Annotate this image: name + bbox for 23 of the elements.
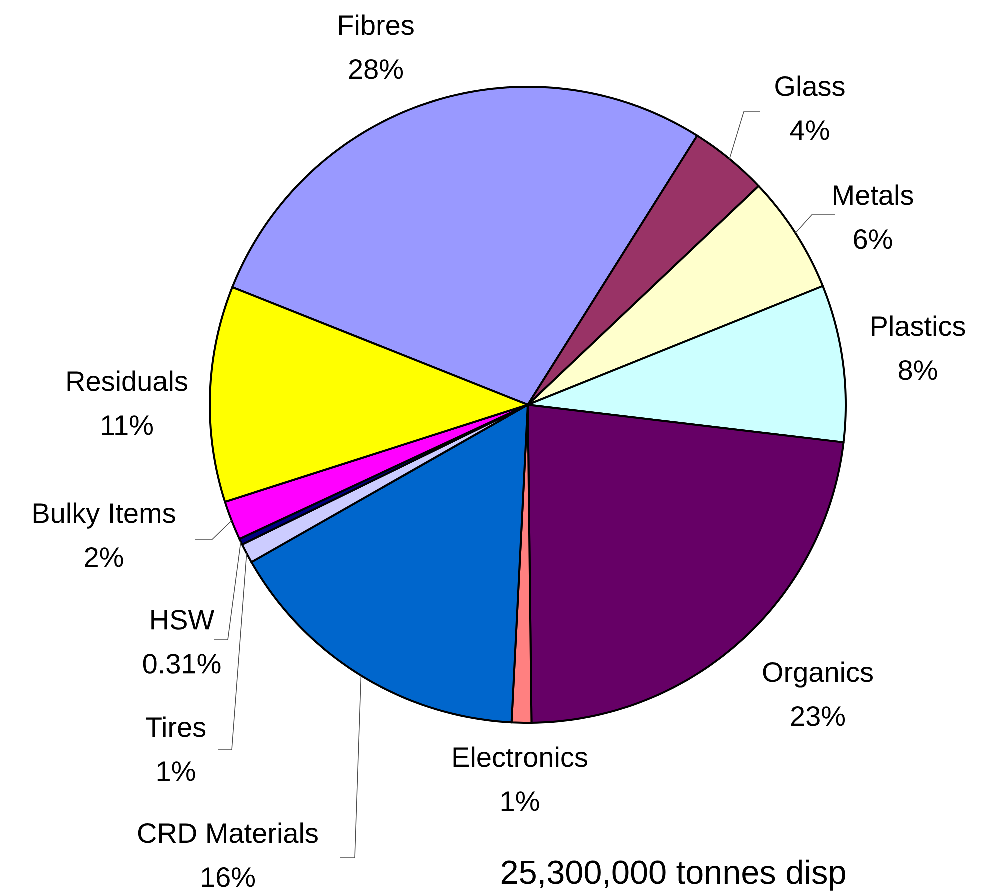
data-label: 0.31% <box>143 654 221 674</box>
data-label: 16% <box>202 867 256 888</box>
slice-label: Fibres <box>339 14 414 36</box>
slice-label: Tires <box>146 716 206 738</box>
slice-label: Bulky Items <box>34 502 176 529</box>
slice-label: Metals <box>834 184 914 206</box>
data-label: 8% <box>898 360 938 380</box>
slice-label: HSW <box>152 610 215 630</box>
text: 25,300,000 tonnes disp <box>502 860 846 891</box>
slice-label: Organics <box>763 662 873 688</box>
data-label: 1% <box>158 762 196 782</box>
data-label: 11% <box>102 416 153 436</box>
data-label: 28% <box>349 59 404 80</box>
slice-label: CRD Materials <box>138 822 318 844</box>
slice-label: Electronics <box>454 746 588 768</box>
slice-label: Glass <box>776 76 845 96</box>
slice-label: Residuals <box>68 370 188 392</box>
data-label: 1% <box>502 792 540 812</box>
data-label: 2% <box>85 547 124 568</box>
data-label: 4% <box>790 120 830 140</box>
slice-label: Plastics <box>872 316 966 336</box>
data-label: 6% <box>854 229 892 250</box>
data-label: 23% <box>791 706 846 726</box>
